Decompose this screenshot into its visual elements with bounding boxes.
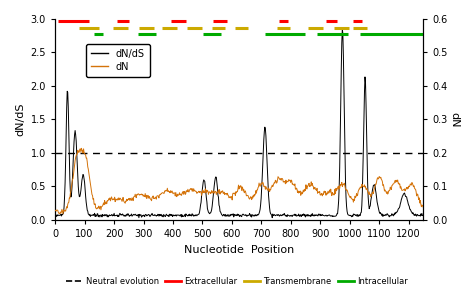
Legend: dN/dS, dN: dN/dS, dN (86, 44, 150, 76)
Y-axis label: dN/dS: dN/dS (15, 103, 25, 136)
Legend: Neutral evolution, Extracellular, Transmembrane, Intracellular: Neutral evolution, Extracellular, Transm… (62, 273, 412, 289)
X-axis label: Nucleotide  Position: Nucleotide Position (184, 245, 294, 255)
Y-axis label: dN: dN (449, 112, 459, 127)
